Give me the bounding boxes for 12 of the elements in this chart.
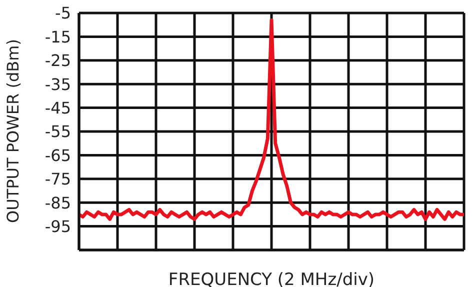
y-tick-label: -85 [44,193,71,212]
y-tick-label: -95 [44,216,71,236]
y-tick-label: -35 [44,74,71,94]
y-axis-title: OUTPUT POWER (dBm) [4,39,22,223]
y-tick-label: -25 [44,51,71,70]
x-axis-title: FREQUENCY (2 MHz/div) [168,270,375,287]
y-tick-label: -15 [44,27,71,46]
y-tick-label: -55 [44,122,71,142]
y-tick-label: -75 [44,170,71,189]
y-tick-label: -5 [55,4,71,23]
y-tick-label: -65 [44,146,71,165]
y-tick-label: -45 [44,98,71,118]
